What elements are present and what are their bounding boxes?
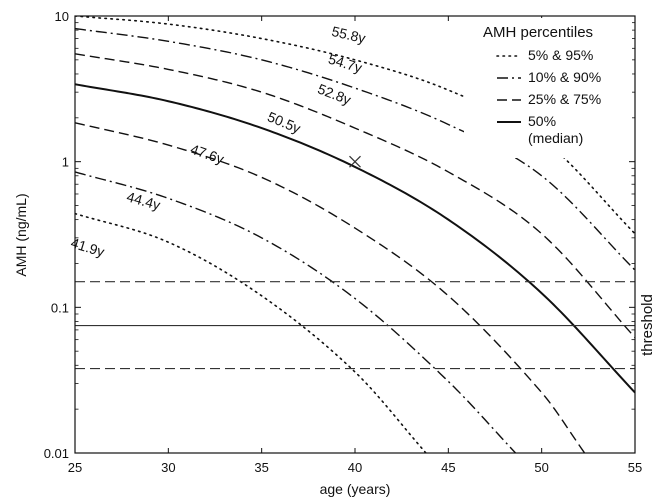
curve-label-p75: 52.8y	[316, 81, 354, 108]
x-tick-label: 25	[68, 460, 82, 475]
y-tick-label: 1	[62, 155, 69, 170]
x-tick-label: 55	[628, 460, 642, 475]
curve-label-p10: 44.4y	[125, 188, 162, 213]
legend-label-line2: (median)	[528, 130, 583, 146]
threshold-label: threshold	[639, 294, 656, 356]
data-marker-x	[349, 155, 361, 168]
legend-label: 50%	[528, 113, 556, 129]
y-tick-label: 10	[55, 9, 69, 24]
y-axis-title: AMH (ng/mL)	[13, 193, 29, 276]
x-tick-label: 40	[348, 460, 362, 475]
y-tick-label: 0.1	[51, 300, 69, 315]
legend-label: 10% & 90%	[528, 69, 601, 85]
x-tick-label: 45	[441, 460, 455, 475]
curve-p5	[75, 212, 427, 453]
x-tick-label: 35	[254, 460, 268, 475]
curve-p75	[75, 53, 635, 339]
curve-label-p95: 55.8y	[330, 23, 367, 46]
legend-box	[464, 18, 632, 158]
y-axis: 0.01 0.1 1 10	[44, 9, 635, 461]
curve-p90	[75, 27, 635, 271]
legend-label: 5% & 95%	[528, 47, 593, 63]
legend-title: AMH percentiles	[483, 24, 593, 41]
x-tick-label: 30	[161, 460, 175, 475]
y-tick-label: 0.01	[44, 446, 69, 461]
curve-label-p90: 54.7y	[327, 51, 364, 76]
legend: AMH percentiles 5% & 95% 10% & 90% 25% & 7…	[464, 18, 632, 158]
marker-layer	[349, 155, 361, 168]
x-axis-title: age (years)	[320, 481, 391, 497]
curve-label-p25: 47.6y	[189, 141, 227, 167]
curve-p50	[75, 83, 635, 394]
curve-p10	[75, 171, 517, 453]
x-axis: 25 30 35 40 45 50 55	[68, 16, 642, 475]
x-tick-label: 50	[534, 460, 548, 475]
curve-p25	[75, 122, 586, 453]
threshold-lines	[75, 281, 635, 370]
legend-label: 25% & 75%	[528, 91, 601, 107]
